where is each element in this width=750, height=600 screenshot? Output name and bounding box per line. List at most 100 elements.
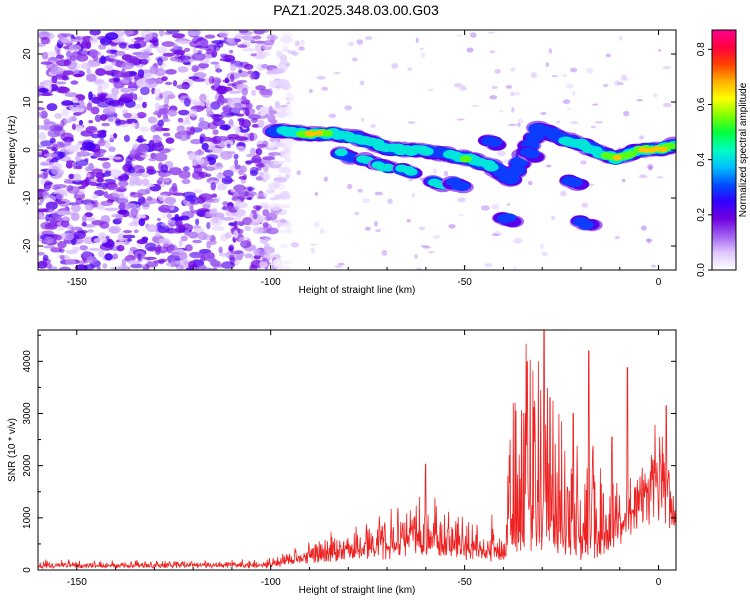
noise-blob bbox=[72, 37, 86, 43]
noise-blob bbox=[167, 94, 176, 100]
noise-blob bbox=[38, 132, 46, 141]
noise-blob bbox=[427, 251, 435, 254]
noise-blob bbox=[360, 117, 365, 122]
noise-blob bbox=[153, 88, 162, 97]
noise-blob bbox=[279, 104, 289, 108]
noise-blob bbox=[210, 208, 218, 216]
noise-blob bbox=[457, 197, 466, 203]
noise-blob bbox=[244, 160, 254, 164]
noise-blob bbox=[71, 123, 77, 130]
noise-blob bbox=[246, 196, 253, 201]
noise-blob bbox=[241, 87, 249, 96]
noise-blob bbox=[239, 165, 247, 173]
noise-blob bbox=[125, 202, 137, 209]
noise-blob bbox=[192, 239, 202, 244]
noise-blob bbox=[50, 124, 64, 132]
noise-blob bbox=[207, 122, 218, 130]
noise-blob bbox=[49, 216, 57, 226]
noise-blob bbox=[453, 83, 463, 88]
noise-blob bbox=[443, 170, 449, 177]
noise-blob bbox=[256, 195, 267, 200]
noise-blob bbox=[170, 216, 185, 222]
noise-blob bbox=[545, 62, 550, 68]
noise-blob bbox=[251, 118, 258, 124]
noise-blob bbox=[196, 210, 206, 218]
spectrogram-x-ticks: -150 -100 -50 0 bbox=[37, 30, 662, 288]
noise-blob bbox=[116, 186, 127, 193]
noise-blob bbox=[93, 237, 108, 244]
noise-blob bbox=[281, 204, 292, 208]
noise-blob bbox=[471, 104, 480, 108]
y-tick-label: 10 bbox=[22, 96, 33, 108]
noise-blob bbox=[155, 126, 165, 132]
noise-blob bbox=[149, 65, 159, 74]
noise-blob bbox=[156, 217, 161, 222]
noise-blob bbox=[84, 142, 96, 152]
noise-blob bbox=[265, 189, 275, 194]
noise-blob bbox=[605, 53, 611, 58]
noise-blob bbox=[286, 93, 294, 102]
noise-blob bbox=[236, 79, 248, 84]
snr-x-ticks: -150 -100 -50 0 bbox=[37, 330, 662, 588]
noise-blob bbox=[287, 50, 296, 55]
noise-blob bbox=[43, 170, 49, 179]
noise-blob bbox=[128, 71, 137, 76]
noise-blob bbox=[61, 33, 73, 37]
noise-blob bbox=[99, 36, 112, 46]
noise-blob bbox=[242, 217, 253, 226]
noise-blob bbox=[64, 232, 75, 241]
noise-blob bbox=[63, 188, 68, 197]
noise-blob bbox=[208, 75, 215, 85]
noise-blob bbox=[114, 78, 119, 82]
noise-blob bbox=[84, 212, 93, 218]
signal-blob bbox=[307, 131, 317, 137]
noise-blob bbox=[50, 165, 60, 175]
noise-blob bbox=[252, 35, 262, 40]
noise-blob bbox=[623, 110, 630, 117]
noise-blob bbox=[173, 43, 178, 50]
noise-blob bbox=[381, 249, 388, 256]
noise-blob bbox=[117, 175, 123, 182]
noise-blob bbox=[211, 225, 225, 231]
noise-blob bbox=[97, 139, 107, 147]
noise-blob bbox=[243, 63, 254, 70]
noise-blob bbox=[540, 111, 547, 116]
noise-blob bbox=[178, 224, 186, 232]
x-tick-label: -100 bbox=[261, 277, 281, 288]
signal-blob bbox=[314, 130, 324, 136]
noise-blob bbox=[508, 123, 517, 126]
noise-blob bbox=[175, 265, 184, 270]
noise-blob bbox=[548, 48, 553, 54]
noise-blob bbox=[206, 221, 211, 230]
noise-blob bbox=[551, 75, 558, 78]
noise-blob bbox=[233, 230, 239, 239]
signal-blob bbox=[578, 220, 594, 230]
noise-blob bbox=[279, 54, 288, 62]
noise-blob bbox=[92, 154, 104, 158]
noise-blob bbox=[102, 263, 108, 269]
noise-blob bbox=[374, 221, 378, 227]
noise-blob bbox=[201, 252, 210, 261]
noise-blob bbox=[221, 176, 233, 185]
noise-blob bbox=[121, 175, 130, 181]
noise-blob bbox=[61, 108, 70, 117]
noise-blob bbox=[145, 187, 151, 195]
noise-blob bbox=[116, 245, 125, 252]
noise-blob bbox=[510, 91, 516, 97]
snr-y-ticks: 0 1000 2000 3000 4000 bbox=[22, 334, 676, 573]
noise-blob bbox=[115, 119, 127, 125]
noise-blob bbox=[165, 261, 179, 267]
noise-blob bbox=[89, 35, 99, 44]
noise-blob bbox=[93, 55, 99, 61]
colorbar-tick-label: 0.2 bbox=[696, 207, 707, 221]
noise-blob bbox=[279, 229, 293, 234]
noise-blob bbox=[283, 147, 290, 152]
noise-blob bbox=[191, 64, 199, 73]
noise-blob bbox=[136, 135, 143, 143]
noise-blob bbox=[259, 106, 271, 115]
noise-blob bbox=[234, 102, 244, 111]
noise-blob bbox=[259, 260, 268, 268]
noise-blob bbox=[85, 125, 98, 134]
noise-blob bbox=[176, 59, 190, 63]
